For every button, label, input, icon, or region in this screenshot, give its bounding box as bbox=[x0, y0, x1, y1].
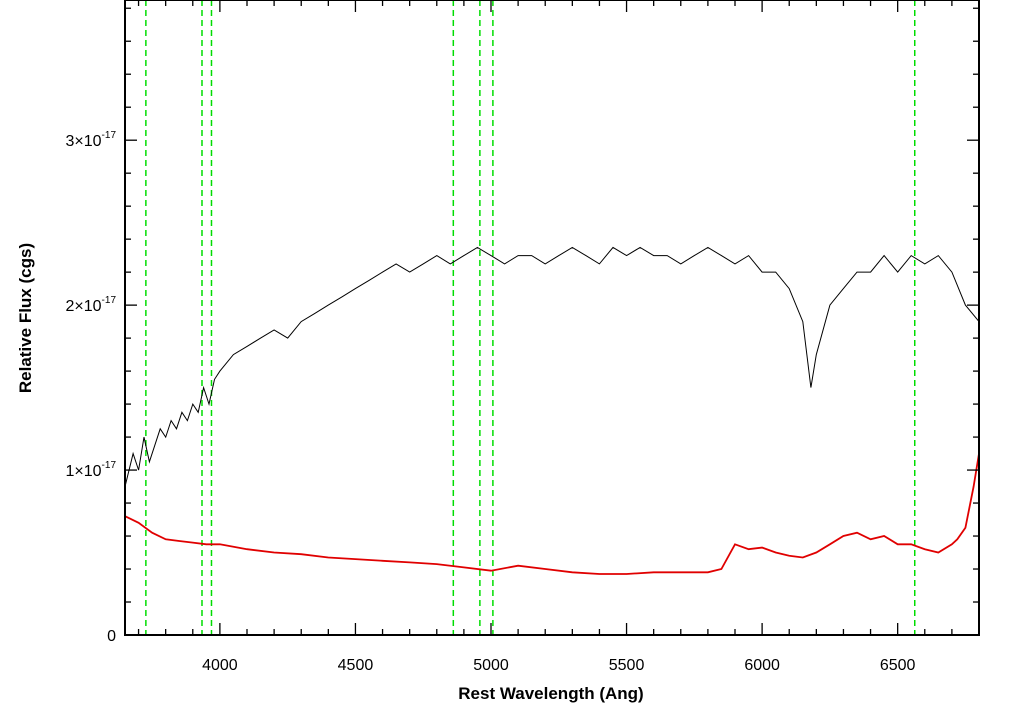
plot-frame bbox=[124, 0, 980, 636]
y-tick-label: 2×10-17 bbox=[66, 295, 117, 315]
error-series-line bbox=[124, 453, 980, 575]
x-axis-title: Rest Wavelength (Ang) bbox=[458, 684, 643, 703]
y-tick-label: 3×10-17 bbox=[66, 130, 117, 150]
y-tick-label: 0 bbox=[107, 628, 116, 645]
x-tick-label: 6500 bbox=[880, 657, 916, 674]
x-tick-label: 6000 bbox=[744, 657, 780, 674]
plot-area bbox=[124, 0, 980, 636]
y-tick-label: 1×10-17 bbox=[66, 460, 117, 480]
x-tick-label: 5500 bbox=[609, 657, 645, 674]
y-axis-title: Relative Flux (cgs) bbox=[16, 243, 35, 393]
x-tick-label: 5000 bbox=[473, 657, 509, 674]
axis-ticks: 4000 4500 5000 5500 6000 6500 0 1×10-17 2×10-17 3… bbox=[66, 0, 980, 674]
spectrum-series-line bbox=[124, 246, 980, 487]
x-tick-label: 4000 bbox=[202, 657, 238, 674]
x-tick-label: 4500 bbox=[338, 657, 374, 674]
